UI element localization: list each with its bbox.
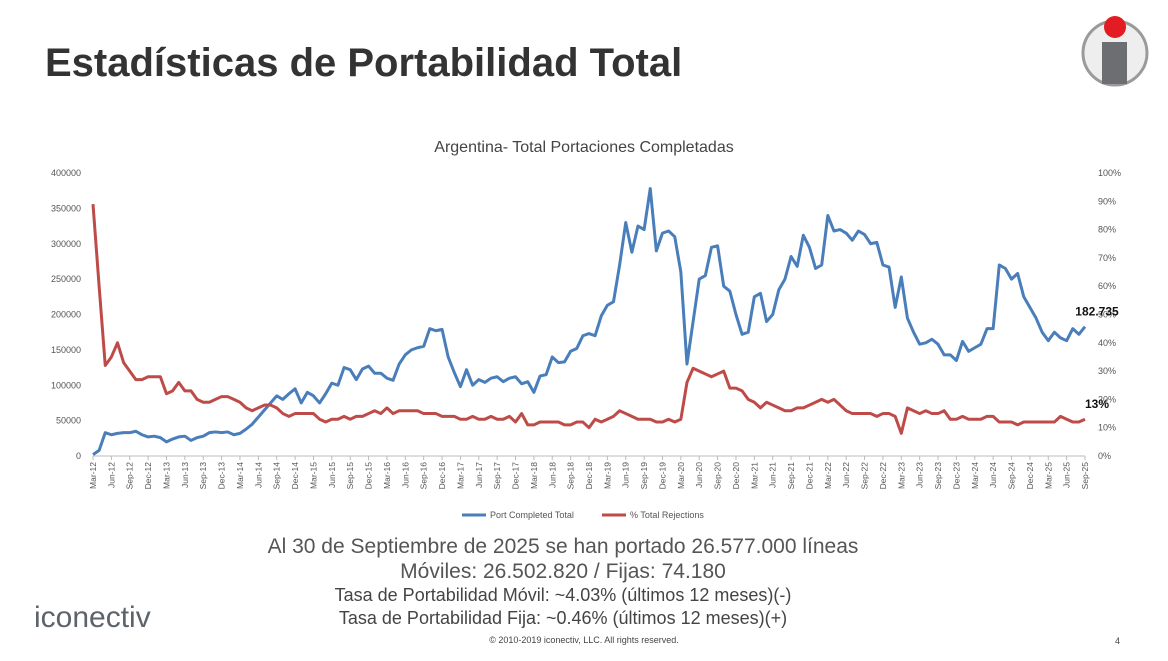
x-tick-label: Mar-24 bbox=[970, 462, 980, 489]
y-tick-label: 400000 bbox=[51, 168, 81, 178]
x-tick-label: Dec-23 bbox=[951, 462, 961, 490]
y2-tick-label: 60% bbox=[1098, 281, 1116, 291]
x-tick-label: Jun-21 bbox=[768, 462, 778, 488]
legend-label: % Total Rejections bbox=[630, 510, 704, 520]
x-tick-label: Jun-13 bbox=[180, 462, 190, 488]
x-tick-label: Jun-17 bbox=[474, 462, 484, 488]
y-tick-label: 200000 bbox=[51, 310, 81, 320]
x-tick-label: Jun-14 bbox=[253, 462, 263, 488]
x-tick-label: Sep-12 bbox=[125, 462, 135, 490]
x-tick-label: Sep-18 bbox=[566, 462, 576, 490]
y2-tick-label: 20% bbox=[1098, 394, 1116, 404]
x-tick-label: Jun-15 bbox=[327, 462, 337, 488]
x-tick-label: Sep-16 bbox=[419, 462, 429, 490]
x-tick-label: Sep-22 bbox=[860, 462, 870, 490]
data-line bbox=[91, 204, 1086, 435]
x-tick-label: Jun-19 bbox=[621, 462, 631, 488]
summary-line: Tasa de Portabilidad Fija: ~0.46% (últim… bbox=[339, 608, 787, 628]
x-tick-label: Dec-24 bbox=[1025, 462, 1035, 490]
x-tick-label: Jun-18 bbox=[547, 462, 557, 488]
y-tick-label: 50000 bbox=[56, 416, 81, 426]
brand-logo: iconectiv bbox=[34, 601, 151, 634]
y-tick-label: 250000 bbox=[51, 274, 81, 284]
x-tick-label: Mar-22 bbox=[823, 462, 833, 489]
y-tick-label: 350000 bbox=[51, 203, 81, 213]
x-tick-label: Sep-20 bbox=[713, 462, 723, 490]
y2-tick-label: 90% bbox=[1098, 196, 1116, 206]
y-tick-label: 300000 bbox=[51, 239, 81, 249]
corner-logo bbox=[1081, 16, 1149, 87]
data-label: 182.735 bbox=[1075, 305, 1119, 319]
x-tick-label: Sep-25 bbox=[1080, 462, 1090, 490]
x-tick-label: Dec-22 bbox=[878, 462, 888, 490]
y2-tick-label: 10% bbox=[1098, 423, 1116, 433]
y-tick-label: 150000 bbox=[51, 345, 81, 355]
x-tick-label: Jun-22 bbox=[841, 462, 851, 488]
x-tick-label: Mar-15 bbox=[308, 462, 318, 489]
copyright: © 2010-2019 iconectiv, LLC. All rights r… bbox=[489, 635, 679, 645]
summary-line: Al 30 de Septiembre de 2025 se han porta… bbox=[268, 535, 859, 558]
x-tick-label: Dec-18 bbox=[584, 462, 594, 490]
x-tick-label: Dec-20 bbox=[731, 462, 741, 490]
data-label: 13% bbox=[1085, 397, 1109, 411]
y-tick-label: 100000 bbox=[51, 380, 81, 390]
x-tick-label: Dec-12 bbox=[143, 462, 153, 490]
x-tick-label: Mar-23 bbox=[896, 462, 906, 489]
x-tick-label: Jun-23 bbox=[915, 462, 925, 488]
logo-bar bbox=[1102, 42, 1127, 84]
x-tick-label: Dec-21 bbox=[804, 462, 814, 490]
y-tick-label: 0 bbox=[76, 451, 81, 461]
x-tick-label: Mar-13 bbox=[161, 462, 171, 489]
page-number: 4 bbox=[1115, 636, 1120, 646]
x-tick-label: Sep-13 bbox=[198, 462, 208, 490]
x-tick-label: Sep-19 bbox=[639, 462, 649, 490]
plot: 0 50000 100000 150000 200000 250000 300000 3500… bbox=[51, 168, 1121, 520]
x-tick-label: Mar-17 bbox=[455, 462, 465, 489]
y2-tick-label: 50% bbox=[1098, 310, 1116, 320]
x-tick-label: Mar-21 bbox=[749, 462, 759, 489]
x-tick-label: Jun-20 bbox=[694, 462, 704, 488]
x-tick-label: Jun-16 bbox=[400, 462, 410, 488]
y2-tick-label: 70% bbox=[1098, 253, 1116, 263]
y2-tick-label: 30% bbox=[1098, 366, 1116, 376]
x-tick-label: Sep-14 bbox=[272, 462, 282, 490]
summary-line: Móviles: 26.502.820 / Fijas: 74.180 bbox=[400, 560, 726, 583]
x-tick-label: Mar-14 bbox=[235, 462, 245, 489]
y2-tick-label: 80% bbox=[1098, 225, 1116, 235]
x-tick-label: Mar-18 bbox=[529, 462, 539, 489]
x-tick-label: Jun-25 bbox=[1062, 462, 1072, 488]
chart-title: Argentina- Total Portaciones Completadas bbox=[434, 139, 733, 156]
x-tick-label: Sep-24 bbox=[1007, 462, 1017, 490]
x-tick-label: Jun-24 bbox=[988, 462, 998, 488]
x-tick-label: Dec-13 bbox=[217, 462, 227, 490]
x-tick-label: Dec-19 bbox=[657, 462, 667, 490]
x-tick-label: Sep-23 bbox=[933, 462, 943, 490]
x-tick-label: Dec-14 bbox=[290, 462, 300, 490]
y2-tick-label: 0% bbox=[1098, 451, 1111, 461]
x-tick-label: Sep-17 bbox=[492, 462, 502, 490]
x-tick-label: Dec-15 bbox=[364, 462, 374, 490]
x-tick-label: Jun-12 bbox=[106, 462, 116, 488]
slide-title: Estadísticas de Portabilidad Total bbox=[45, 41, 682, 85]
x-tick-label: Dec-16 bbox=[437, 462, 447, 490]
logo-dot bbox=[1104, 16, 1126, 38]
x-tick-label: Mar-20 bbox=[676, 462, 686, 489]
summary-line: Tasa de Portabilidad Móvil: ~4.03% (últi… bbox=[335, 585, 792, 605]
x-tick-label: Mar-16 bbox=[382, 462, 392, 489]
x-tick-label: Dec-17 bbox=[511, 462, 521, 490]
y2-tick-label: 100% bbox=[1098, 168, 1121, 178]
data-line bbox=[92, 187, 1087, 456]
x-tick-label: Mar-12 bbox=[88, 462, 98, 489]
x-tick-label: Sep-21 bbox=[786, 462, 796, 490]
y2-tick-label: 40% bbox=[1098, 338, 1116, 348]
x-tick-label: Mar-19 bbox=[602, 462, 612, 489]
x-tick-label: Mar-25 bbox=[1043, 462, 1053, 489]
legend-label: Port Completed Total bbox=[490, 510, 574, 520]
x-tick-label: Sep-15 bbox=[345, 462, 355, 490]
